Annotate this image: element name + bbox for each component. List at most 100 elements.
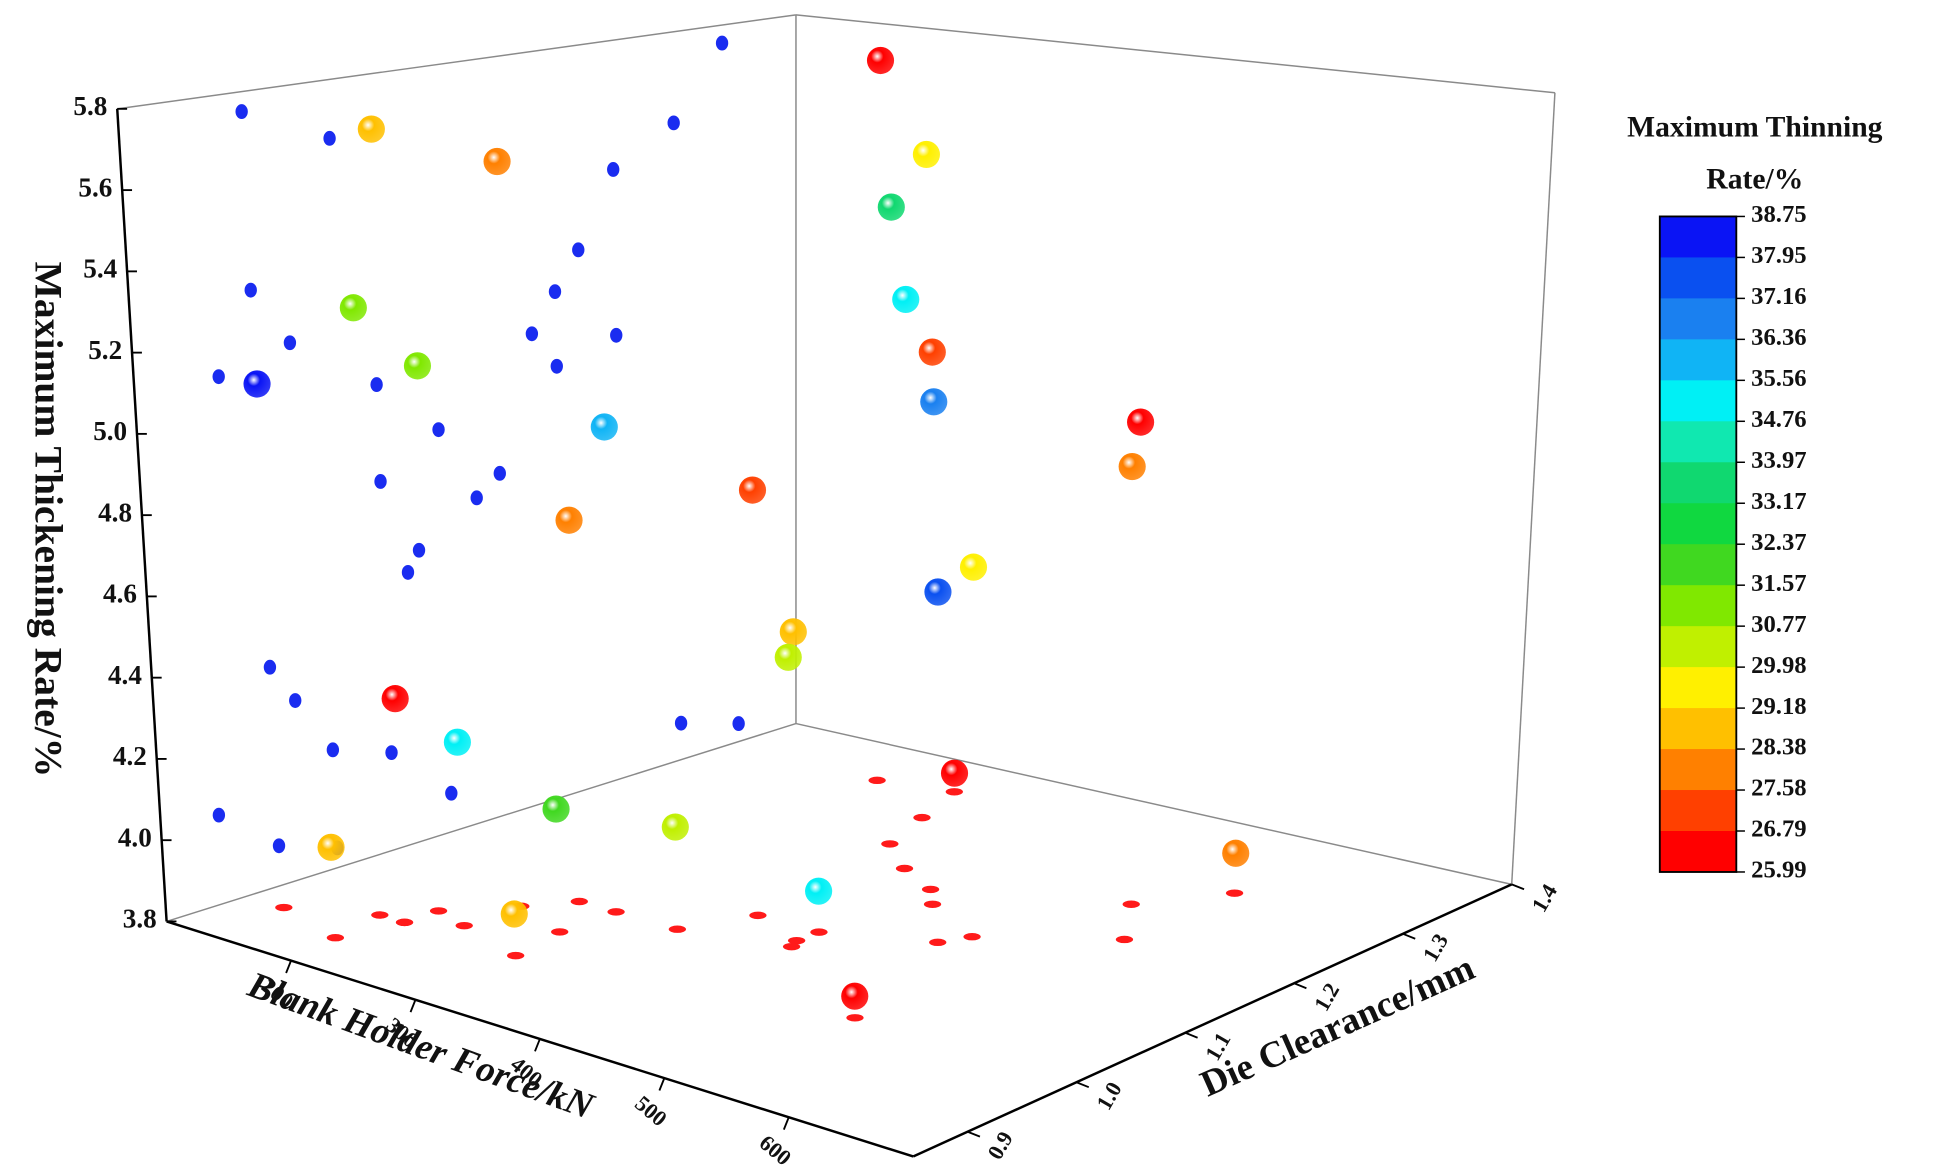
point (774, 643, 802, 671)
wall-projection (610, 327, 623, 343)
point (912, 140, 940, 169)
z-tick-label: 4.4 (108, 660, 142, 690)
z-tick-label: 4.2 (113, 741, 147, 771)
z-tick-label: 4.8 (98, 497, 132, 527)
point (940, 759, 969, 787)
floor-projection (963, 932, 981, 941)
floor-projection (275, 903, 293, 912)
y-tick (1184, 1031, 1198, 1039)
point (317, 833, 345, 861)
point (920, 388, 948, 416)
wall-projection (432, 422, 445, 438)
floor-projection (945, 788, 963, 796)
wall-projection (212, 807, 226, 823)
point (877, 193, 905, 221)
wall-projection (401, 565, 415, 580)
wall-projection (445, 785, 458, 801)
wall-projection (412, 542, 426, 558)
wall-projection (607, 162, 620, 177)
point (403, 352, 432, 380)
x-tick (285, 960, 292, 974)
colorbar-label: 26.79 (1751, 816, 1806, 843)
colorbar-band (1659, 298, 1737, 340)
box-edge (166, 722, 797, 923)
wall-projection (272, 838, 286, 854)
colorbar-label: 29.18 (1751, 693, 1806, 720)
colorbar-band (1659, 831, 1737, 873)
colorbar-band (1659, 503, 1737, 545)
x-tick (658, 1077, 666, 1091)
colorbar-band (1659, 790, 1737, 832)
x-tick (409, 999, 417, 1013)
floor-projection (326, 933, 345, 942)
colorbar-label: 33.17 (1751, 488, 1806, 515)
point (555, 506, 583, 534)
point (738, 476, 767, 504)
colorbar-band (1659, 626, 1737, 668)
floor-projection (788, 936, 806, 945)
point (661, 813, 689, 841)
point (590, 413, 618, 441)
z-axis-label: Maximum Thickening Rate/% (26, 262, 70, 778)
colorbar-band (1659, 667, 1737, 709)
point (1127, 408, 1155, 436)
colorbar-label: 33.97 (1751, 447, 1806, 474)
point (243, 370, 271, 398)
z-tick-label: 5.2 (88, 335, 122, 365)
point (959, 553, 988, 581)
z-tick-label: 5.6 (78, 172, 112, 202)
wall-projection (326, 742, 340, 758)
colorbar-title: Rate/% (1706, 164, 1803, 196)
floor-projection (1122, 900, 1140, 908)
z-tick-label: 4.0 (118, 822, 152, 852)
point (1222, 839, 1250, 867)
wall-projection (289, 693, 302, 708)
x-tick (782, 1116, 790, 1130)
point (892, 285, 920, 314)
colorbar-band (1659, 585, 1737, 627)
colorbar-band (1659, 257, 1737, 300)
point (918, 338, 946, 366)
floor-projection (395, 918, 414, 927)
floor-projection (429, 907, 448, 915)
y-tick (1511, 883, 1525, 891)
wall-projection (667, 115, 680, 131)
wall-projection (385, 745, 398, 761)
colorbar-label: 28.38 (1751, 734, 1806, 761)
wall-projection (235, 104, 248, 120)
colorbar-label: 29.98 (1751, 652, 1806, 679)
point (924, 578, 952, 606)
y-tick-label: 1.0 (1091, 1078, 1127, 1115)
colorbar-label: 32.37 (1751, 529, 1806, 556)
floor-projection (881, 840, 899, 848)
floor-projection (782, 942, 801, 951)
floor-projection (570, 897, 588, 906)
wall-projection (572, 242, 585, 258)
colorbar-label: 30.77 (1751, 611, 1806, 638)
floor-projection (913, 813, 931, 822)
floor-projection (551, 928, 569, 936)
point (542, 795, 570, 823)
floor-projection (668, 925, 686, 933)
point (500, 900, 528, 928)
box-edge (117, 14, 797, 110)
colorbar-label: 31.57 (1751, 570, 1806, 597)
x-tick-label: 600 (755, 1130, 797, 1171)
wall-projection (470, 490, 483, 506)
point (841, 982, 869, 1010)
floor-projection (923, 900, 942, 909)
floor-projection (929, 938, 947, 947)
colorbar-label: 34.76 (1751, 406, 1806, 433)
z-tick-label: 5.8 (73, 91, 107, 121)
x-tick-label: 500 (630, 1091, 672, 1132)
floor-projection (455, 921, 473, 930)
box-edge (1510, 92, 1556, 885)
floor-projection (507, 951, 525, 960)
wall-projection (370, 377, 383, 393)
floor-projection (921, 885, 940, 894)
wall-projection (550, 358, 563, 374)
wall-projection (525, 326, 539, 342)
point (779, 618, 807, 646)
y-tick-label: 0.9 (982, 1127, 1018, 1164)
